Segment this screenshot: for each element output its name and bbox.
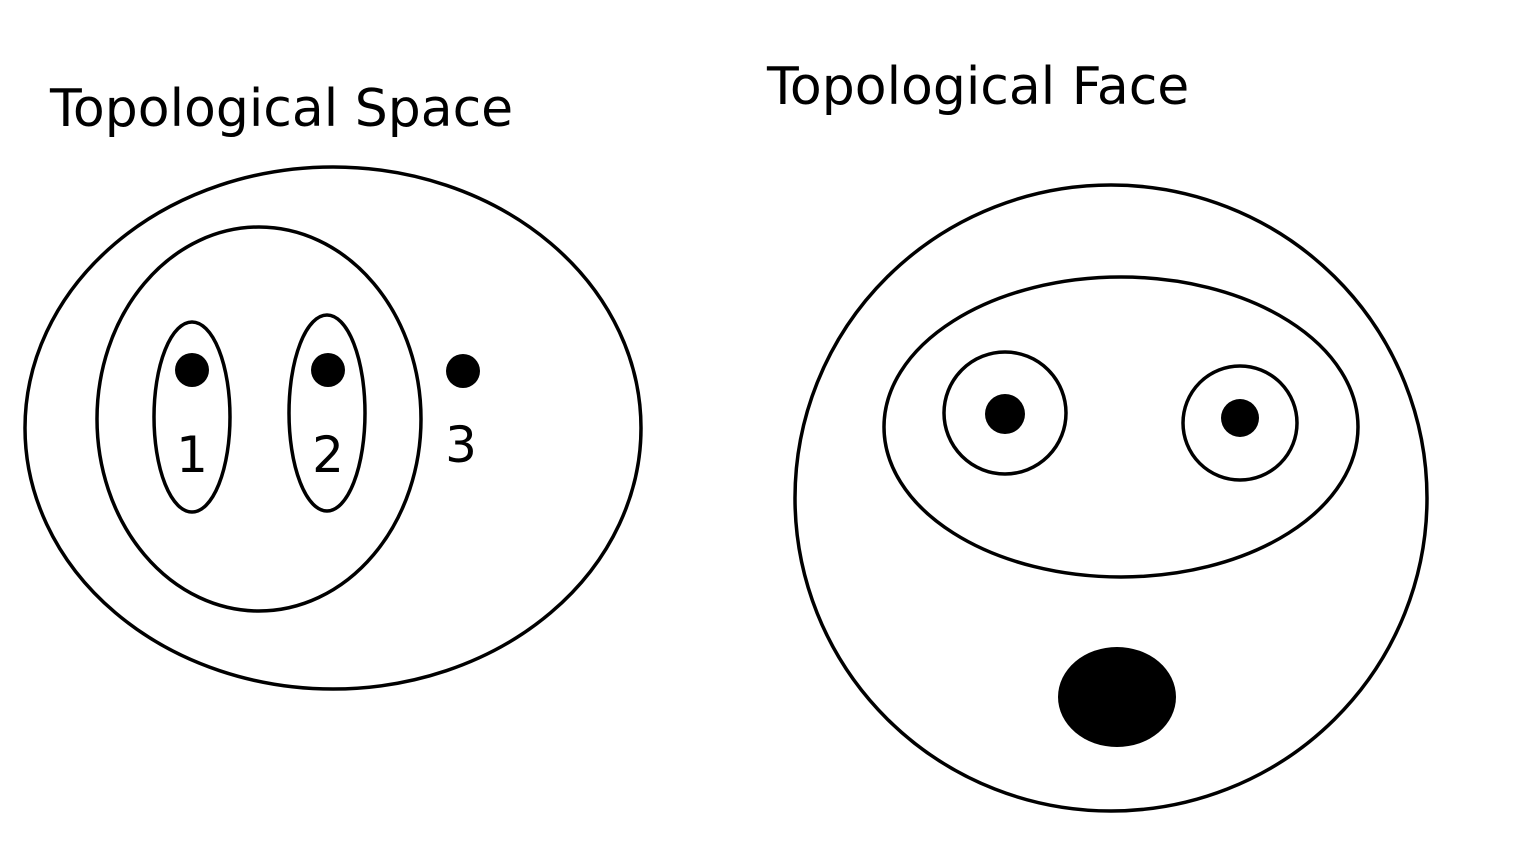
topological-face-diagram: Topological Face — [766, 57, 1429, 813]
topological-space-diagram: Topological Space 1 2 3 — [23, 79, 643, 691]
point-3-label: 3 — [445, 416, 477, 474]
point-1-dot — [175, 353, 209, 387]
space-set-2 — [287, 313, 367, 513]
face-eye-region — [882, 275, 1360, 579]
left-eye-ring — [942, 350, 1068, 476]
space-middle-set — [95, 225, 423, 613]
point-2-dot — [311, 353, 345, 387]
right-eye-pupil — [1221, 399, 1259, 437]
topological-space-title: Topological Space — [49, 79, 513, 139]
topological-face-title: Topological Face — [766, 57, 1189, 117]
space-set-1 — [152, 320, 232, 514]
point-2-label: 2 — [312, 426, 344, 484]
point-1-label: 1 — [176, 426, 208, 484]
right-eye-ring — [1181, 364, 1299, 482]
point-3-dot — [446, 354, 480, 388]
face-outline — [793, 183, 1429, 813]
space-outer-set — [23, 165, 643, 691]
face-mouth — [1058, 647, 1176, 747]
left-eye-pupil — [985, 394, 1025, 434]
